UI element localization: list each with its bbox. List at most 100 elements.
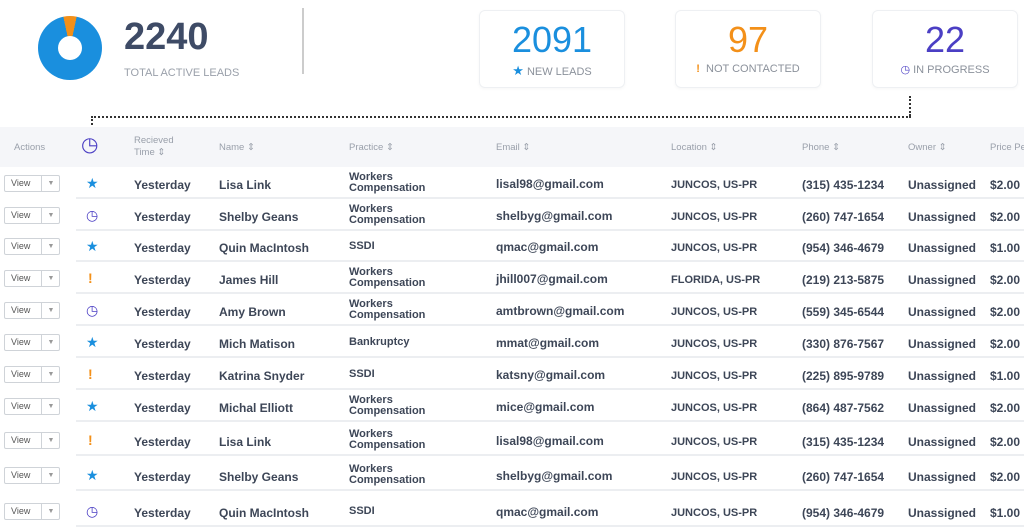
header-received-time[interactable]: Recieved Time ⇕	[134, 135, 174, 158]
in-progress-label: IN PROGRESS	[913, 64, 990, 76]
price: $1.00	[990, 506, 1021, 520]
table-row[interactable]: ! Yesterday Lisa Link Workers Compensati…	[76, 426, 1024, 456]
owner[interactable]: Unassigned	[908, 369, 977, 383]
header-email[interactable]: Email ⇕	[496, 142, 531, 153]
table-row[interactable]: ★ Yesterday Lisa Link Workers Compensati…	[76, 169, 1024, 199]
phone: (954) 346-4679	[802, 506, 885, 520]
location: JUNCOS, US-PR	[671, 370, 758, 382]
view-button[interactable]: View ▼	[4, 503, 60, 520]
view-button[interactable]: View ▼	[4, 398, 60, 415]
location: JUNCOS, US-PR	[671, 402, 758, 414]
new-leads-card[interactable]: 2091 ★ NEW LEADS	[479, 10, 625, 88]
email[interactable]: amtbrown@gmail.com	[496, 304, 625, 318]
chevron-down-icon[interactable]: ▼	[41, 239, 60, 254]
view-button[interactable]: View ▼	[4, 366, 60, 383]
chevron-down-icon[interactable]: ▼	[41, 176, 60, 191]
owner[interactable]: Unassigned	[908, 401, 977, 415]
view-button[interactable]: View ▼	[4, 334, 60, 351]
chevron-down-icon[interactable]: ▼	[41, 335, 60, 350]
email[interactable]: lisal98@gmail.com	[496, 434, 604, 448]
email[interactable]: qmac@gmail.com	[496, 240, 599, 254]
chevron-down-icon[interactable]: ▼	[41, 504, 60, 519]
email[interactable]: lisal98@gmail.com	[496, 177, 604, 191]
view-button[interactable]: View ▼	[4, 302, 60, 319]
view-button[interactable]: View ▼	[4, 207, 60, 224]
new-leads-count: 2091	[511, 19, 593, 60]
email[interactable]: mice@gmail.com	[496, 400, 595, 414]
lead-name[interactable]: Shelby Geans	[219, 470, 299, 484]
owner[interactable]: Unassigned	[908, 210, 977, 224]
email[interactable]: mmat@gmail.com	[496, 336, 600, 350]
star-icon: ★	[86, 238, 99, 254]
owner[interactable]: Unassigned	[908, 337, 977, 351]
view-button[interactable]: View ▼	[4, 238, 60, 255]
received-time: Yesterday	[134, 241, 191, 255]
table-row[interactable]: ! Yesterday James Hill Workers Compensat…	[76, 264, 1024, 294]
owner[interactable]: Unassigned	[908, 273, 977, 287]
view-button[interactable]: View ▼	[4, 270, 60, 287]
chevron-down-icon[interactable]: ▼	[41, 433, 60, 448]
not-contacted-card[interactable]: 97 ! NOT CONTACTED	[675, 10, 821, 88]
lead-name[interactable]: Quin MacIntosh	[219, 506, 309, 520]
header-price[interactable]: Price Pe	[990, 142, 1024, 153]
owner[interactable]: Unassigned	[908, 470, 977, 484]
email[interactable]: shelbyg@gmail.com	[496, 209, 613, 223]
chevron-down-icon[interactable]: ▼	[41, 208, 60, 223]
email[interactable]: jhill007@gmail.com	[496, 272, 608, 286]
lead-name[interactable]: Lisa Link	[219, 435, 272, 449]
lead-name[interactable]: Amy Brown	[219, 305, 286, 319]
view-label: View	[11, 305, 31, 315]
header-actions: Actions	[14, 142, 46, 153]
price: $2.00	[990, 305, 1021, 319]
view-button[interactable]: View ▼	[4, 432, 60, 449]
table-row[interactable]: ! Yesterday Katrina Snyder SSDI katsny@g…	[76, 360, 1024, 390]
exclamation-icon: !	[696, 63, 700, 75]
table-row[interactable]: ◷ Yesterday Shelby Geans Workers Compens…	[76, 201, 1024, 231]
chevron-down-icon[interactable]: ▼	[41, 303, 60, 318]
header-name[interactable]: Name ⇕	[219, 142, 255, 153]
table-row[interactable]: ★ Yesterday Michal Elliott Workers Compe…	[76, 392, 1024, 422]
lead-name[interactable]: Michal Elliott	[219, 401, 294, 415]
owner[interactable]: Unassigned	[908, 305, 977, 319]
phone: (315) 435-1234	[802, 178, 885, 192]
header-owner[interactable]: Owner ⇕	[908, 142, 947, 153]
header-practice[interactable]: Practice ⇕	[349, 142, 394, 153]
table-row[interactable]: ★ Yesterday Quin MacIntosh SSDI qmac@gma…	[76, 232, 1024, 262]
lead-name[interactable]: Shelby Geans	[219, 210, 299, 224]
owner[interactable]: Unassigned	[908, 435, 977, 449]
chevron-down-icon[interactable]: ▼	[41, 271, 60, 286]
email[interactable]: shelbyg@gmail.com	[496, 469, 613, 483]
email[interactable]: katsny@gmail.com	[496, 368, 606, 382]
practice: SSDI	[349, 368, 375, 380]
view-label: View	[11, 210, 31, 220]
lead-name[interactable]: Mich Matison	[219, 337, 296, 351]
table-row[interactable]: ◷ Yesterday Amy Brown Workers Compensati…	[76, 296, 1024, 326]
price: $2.00	[990, 178, 1021, 192]
practice: SSDI	[349, 240, 375, 252]
practice: Workers Compensation	[349, 394, 426, 417]
email[interactable]: qmac@gmail.com	[496, 505, 599, 519]
in-progress-card[interactable]: 22 ◷ IN PROGRESS	[872, 10, 1018, 88]
header-phone[interactable]: Phone ⇕	[802, 142, 841, 153]
owner[interactable]: Unassigned	[908, 241, 977, 255]
table-row[interactable]: ★ Yesterday Mich Matison Bankruptcy mmat…	[76, 328, 1024, 358]
view-button[interactable]: View ▼	[4, 175, 60, 192]
location: JUNCOS, US-PR	[671, 507, 758, 519]
owner[interactable]: Unassigned	[908, 178, 977, 192]
lead-name[interactable]: James Hill	[219, 273, 279, 287]
table-row[interactable]: ★ Yesterday Shelby Geans Workers Compens…	[76, 461, 1024, 491]
lead-name[interactable]: Katrina Snyder	[219, 369, 305, 383]
view-button[interactable]: View ▼	[4, 467, 60, 484]
header-location[interactable]: Location ⇕	[671, 142, 718, 153]
lead-name[interactable]: Lisa Link	[219, 178, 272, 192]
practice: Workers Compensation	[349, 171, 426, 194]
phone: (954) 346-4679	[802, 241, 885, 255]
chevron-down-icon[interactable]: ▼	[41, 468, 60, 483]
practice: Workers Compensation	[349, 298, 426, 321]
lead-name[interactable]: Quin MacIntosh	[219, 241, 309, 255]
owner[interactable]: Unassigned	[908, 506, 977, 520]
chevron-down-icon[interactable]: ▼	[41, 367, 60, 382]
chevron-down-icon[interactable]: ▼	[41, 399, 60, 414]
table-row[interactable]: ◷ Yesterday Quin MacIntosh SSDI qmac@gma…	[76, 497, 1024, 527]
clock-icon[interactable]: ◷	[81, 134, 99, 156]
